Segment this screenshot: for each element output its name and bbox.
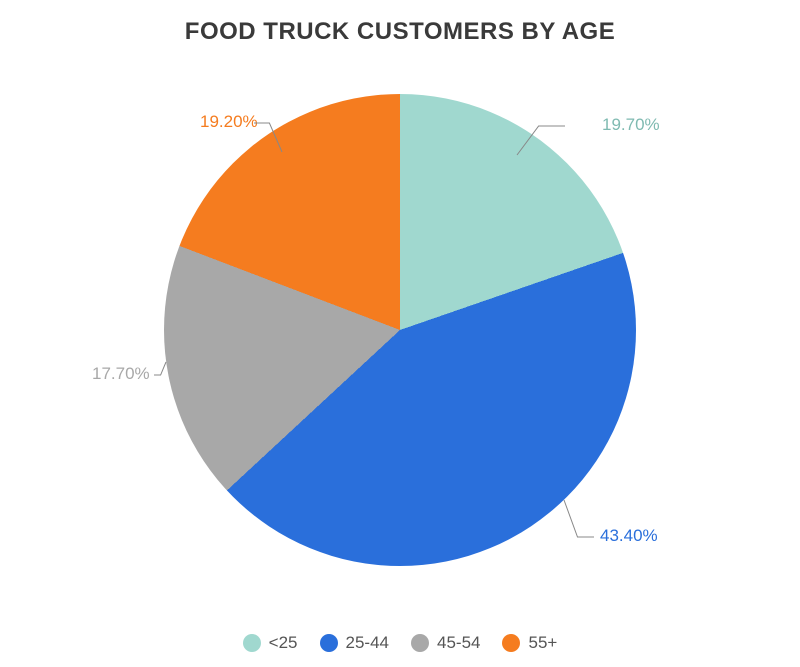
- legend-swatch-45-54: [411, 634, 429, 652]
- chart-title: FOOD TRUCK CUSTOMERS BY AGE: [0, 18, 800, 46]
- legend-label-lt25: <25: [269, 633, 298, 653]
- slice-label-lt25: 19.70%: [602, 115, 660, 135]
- slice-label-25-44: 43.40%: [600, 526, 658, 546]
- legend-swatch-55plus: [502, 634, 520, 652]
- slice-label-45-54: 17.70%: [92, 364, 150, 384]
- slice-label-55plus: 19.20%: [200, 112, 258, 132]
- pie-chart: [164, 94, 636, 566]
- legend-item-lt25: <25: [243, 633, 298, 653]
- legend-swatch-lt25: [243, 634, 261, 652]
- legend: <25 25-44 45-54 55+: [0, 633, 800, 653]
- legend-item-25-44: 25-44: [320, 633, 389, 653]
- legend-swatch-25-44: [320, 634, 338, 652]
- chart-container: { "pie_chart": { "type": "pie", "title":…: [0, 0, 800, 667]
- legend-item-45-54: 45-54: [411, 633, 480, 653]
- legend-label-25-44: 25-44: [346, 633, 389, 653]
- legend-label-45-54: 45-54: [437, 633, 480, 653]
- legend-item-55plus: 55+: [502, 633, 557, 653]
- pie-slices: [164, 94, 636, 566]
- legend-label-55plus: 55+: [528, 633, 557, 653]
